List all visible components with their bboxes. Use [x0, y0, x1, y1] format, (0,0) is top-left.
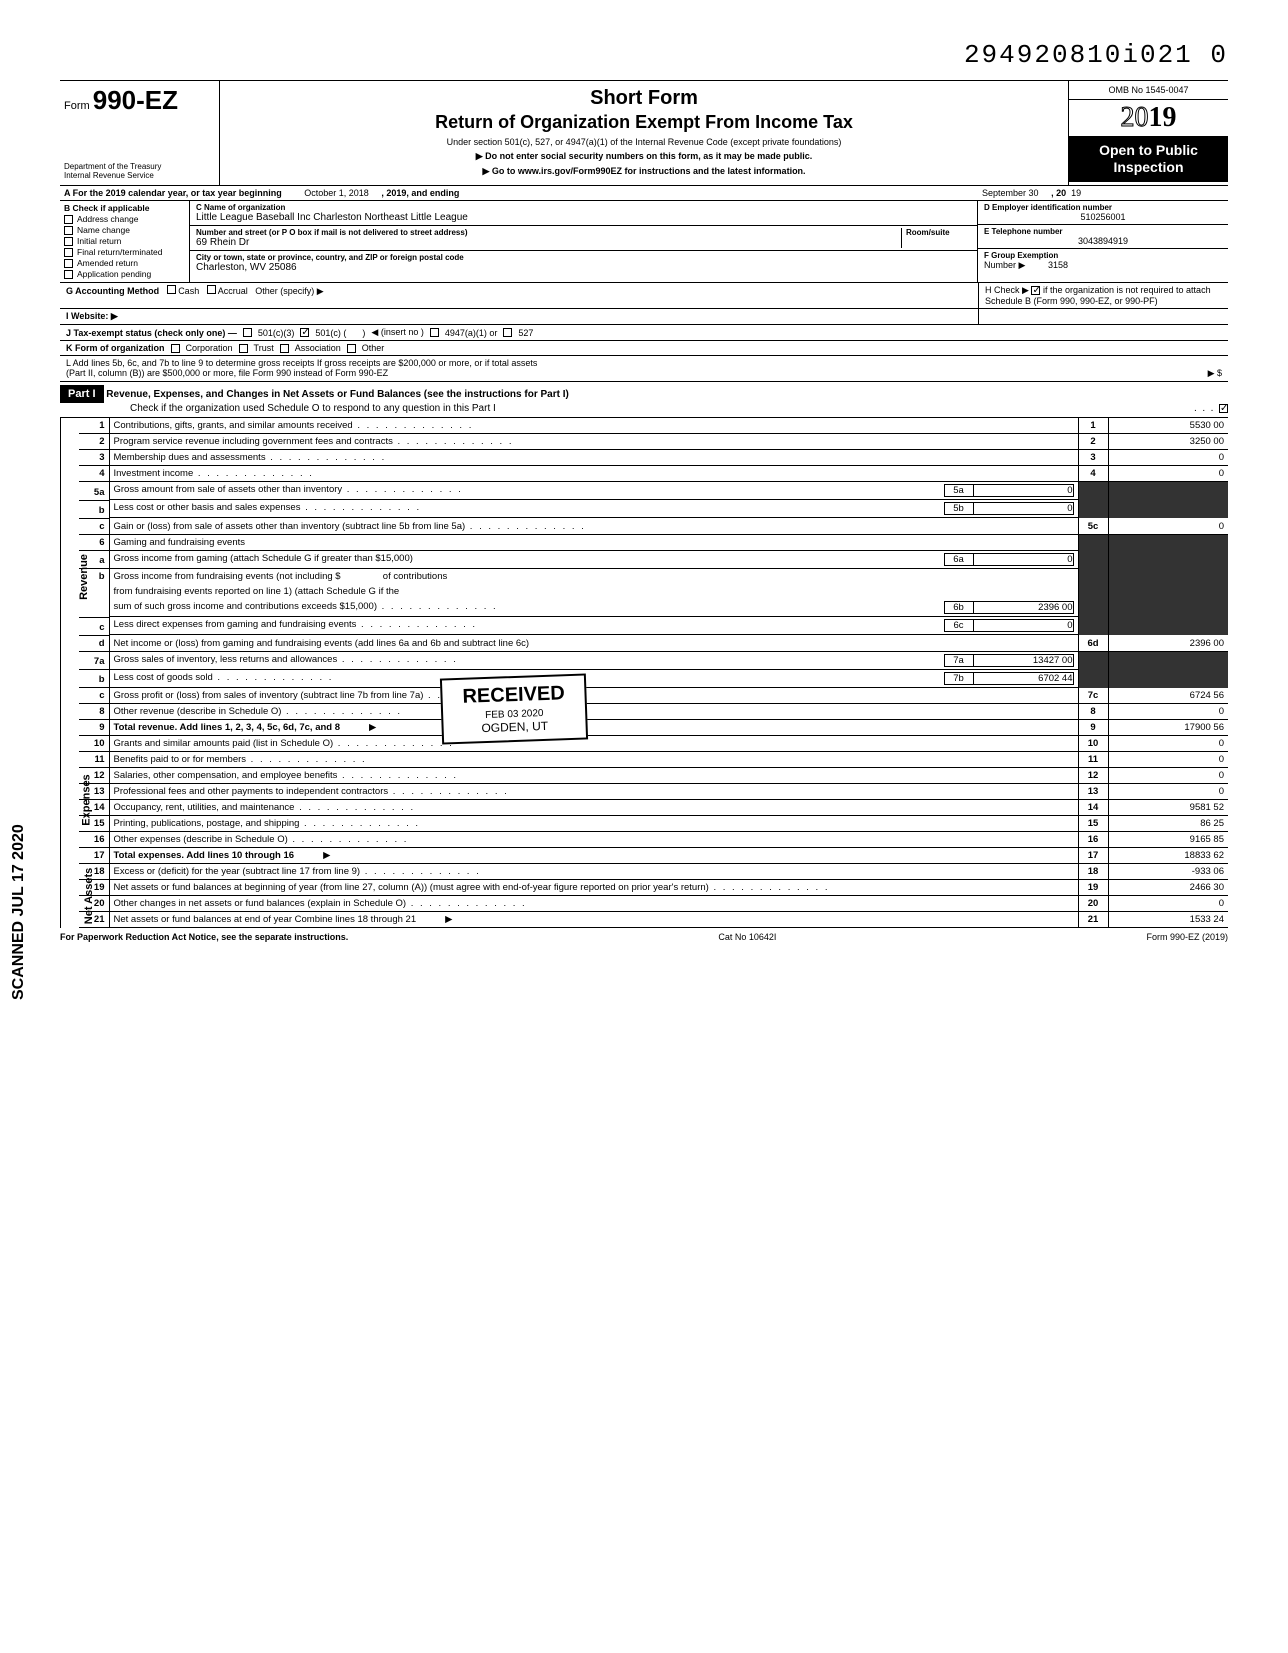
chk-amended-return[interactable] — [64, 259, 73, 268]
page-footer: For Paperwork Reduction Act Notice, see … — [60, 928, 1228, 942]
row-i: I Website: ▶ — [60, 309, 1228, 325]
scanned-stamp: SCANNED JUL 17 2020 — [10, 824, 28, 1000]
chk-initial-return[interactable] — [64, 237, 73, 246]
line-a: A For the 2019 calendar year, or tax yea… — [60, 186, 1228, 201]
chk-address-change[interactable] — [64, 215, 73, 224]
row-j: J Tax-exempt status (check only one) — 5… — [60, 325, 1228, 341]
block-b-through-f: B Check if applicable Address change Nam… — [60, 201, 1228, 283]
row-g-h: G Accounting Method Cash Accrual Other (… — [60, 283, 1228, 309]
telephone: 3043894919 — [984, 236, 1222, 246]
org-name: Little League Baseball Inc Charleston No… — [196, 212, 971, 223]
part1-header: Part I Revenue, Expenses, and Changes in… — [60, 382, 1228, 418]
chk-accrual[interactable] — [207, 285, 216, 294]
title-return: Return of Organization Exempt From Incom… — [228, 112, 1060, 133]
net-assets-section: Net Assets 18Excess or (deficit) for the… — [60, 864, 1228, 928]
chk-501c3[interactable] — [243, 328, 252, 337]
expenses-section: Expenses 10Grants and similar amounts pa… — [60, 736, 1228, 864]
chk-cash[interactable] — [167, 285, 176, 294]
form-header: Form 990-EZ Department of the Treasury I… — [60, 80, 1228, 186]
ein: 510256001 — [984, 212, 1222, 222]
chk-4947[interactable] — [430, 328, 439, 337]
chk-application-pending[interactable] — [64, 270, 73, 279]
open-public-badge: Open to Public Inspection — [1069, 136, 1228, 182]
chk-name-change[interactable] — [64, 226, 73, 235]
chk-schedule-b[interactable] — [1031, 286, 1040, 295]
org-street: 69 Rhein Dr — [196, 237, 901, 248]
title-short-form: Short Form — [228, 87, 1060, 110]
subtitle-section: Under section 501(c), 527, or 4947(a)(1)… — [228, 137, 1060, 147]
col-def: D Employer identification number 5102560… — [978, 201, 1228, 282]
chk-other-org[interactable] — [347, 344, 356, 353]
chk-527[interactable] — [503, 328, 512, 337]
row-l: L Add lines 5b, 6c, and 7b to line 9 to … — [60, 356, 1228, 382]
group-exemption: 3158 — [1048, 260, 1068, 270]
form-name: Form 990-EZ — [64, 85, 215, 116]
revenue-section: Revenue 1Contributions, gifts, grants, a… — [60, 418, 1228, 736]
chk-corporation[interactable] — [171, 344, 180, 353]
chk-final-return[interactable] — [64, 248, 73, 257]
chk-schedule-o[interactable] — [1219, 404, 1228, 413]
chk-association[interactable] — [280, 344, 289, 353]
org-city: Charleston, WV 25086 — [196, 262, 971, 273]
received-stamp: RECEIVED FEB 03 2020 OGDEN, UT — [440, 673, 588, 744]
omb-number: OMB No 1545-0047 — [1069, 81, 1228, 100]
chk-trust[interactable] — [239, 344, 248, 353]
tax-year: 2019 — [1069, 100, 1228, 136]
chk-501c[interactable] — [300, 328, 309, 337]
col-b-checkboxes: B Check if applicable Address change Nam… — [60, 201, 190, 282]
document-number: 294920810i021 0 — [60, 40, 1228, 70]
subtitle-url: ▶ Go to www.irs.gov/Form990EZ for instru… — [228, 166, 1060, 177]
row-k: K Form of organization Corporation Trust… — [60, 341, 1228, 356]
dept-treasury: Department of the Treasury Internal Reve… — [64, 163, 215, 181]
col-c-org-info: C Name of organization Little League Bas… — [190, 201, 978, 282]
subtitle-ssn: ▶ Do not enter social security numbers o… — [228, 151, 1060, 162]
